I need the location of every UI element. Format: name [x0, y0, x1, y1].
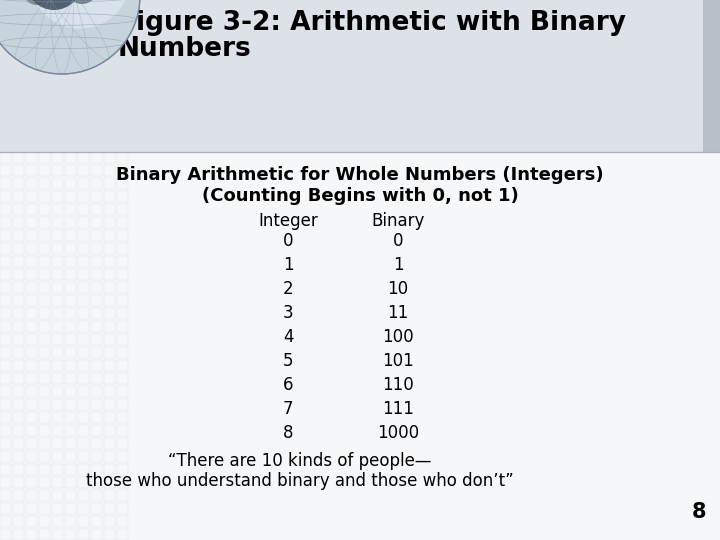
Circle shape [23, 0, 51, 5]
Circle shape [0, 0, 140, 74]
Text: Integer: Integer [258, 212, 318, 230]
Text: 2: 2 [283, 280, 293, 298]
Text: 1000: 1000 [377, 424, 419, 442]
Circle shape [26, 0, 82, 10]
Text: Figure 3-2: Arithmetic with Binary: Figure 3-2: Arithmetic with Binary [118, 10, 626, 36]
Text: 3: 3 [283, 304, 293, 322]
Text: 5: 5 [283, 352, 293, 370]
Text: 10: 10 [387, 280, 408, 298]
Text: 8: 8 [691, 502, 706, 522]
Text: 100: 100 [382, 328, 414, 346]
Text: 7: 7 [283, 400, 293, 418]
Text: 101: 101 [382, 352, 414, 370]
Text: those who understand binary and those who don’t”: those who understand binary and those wh… [86, 472, 514, 490]
Circle shape [30, 0, 131, 29]
Text: (Counting Begins with 0, not 1): (Counting Begins with 0, not 1) [202, 187, 518, 205]
Circle shape [66, 0, 98, 4]
FancyBboxPatch shape [0, 0, 720, 152]
Text: Binary Arithmetic for Whole Numbers (Integers): Binary Arithmetic for Whole Numbers (Int… [116, 166, 604, 184]
Text: 4: 4 [283, 328, 293, 346]
Text: Numbers: Numbers [118, 36, 252, 62]
FancyBboxPatch shape [0, 152, 720, 540]
Text: 110: 110 [382, 376, 414, 394]
Text: 11: 11 [387, 304, 409, 322]
Text: 6: 6 [283, 376, 293, 394]
Text: 1: 1 [392, 256, 403, 274]
Text: 8: 8 [283, 424, 293, 442]
Text: 111: 111 [382, 400, 414, 418]
FancyBboxPatch shape [703, 0, 720, 152]
Text: Binary: Binary [372, 212, 425, 230]
Text: “There are 10 kinds of people—: “There are 10 kinds of people— [168, 452, 432, 470]
Text: 1: 1 [283, 256, 293, 274]
Text: 0: 0 [392, 232, 403, 250]
Text: 0: 0 [283, 232, 293, 250]
